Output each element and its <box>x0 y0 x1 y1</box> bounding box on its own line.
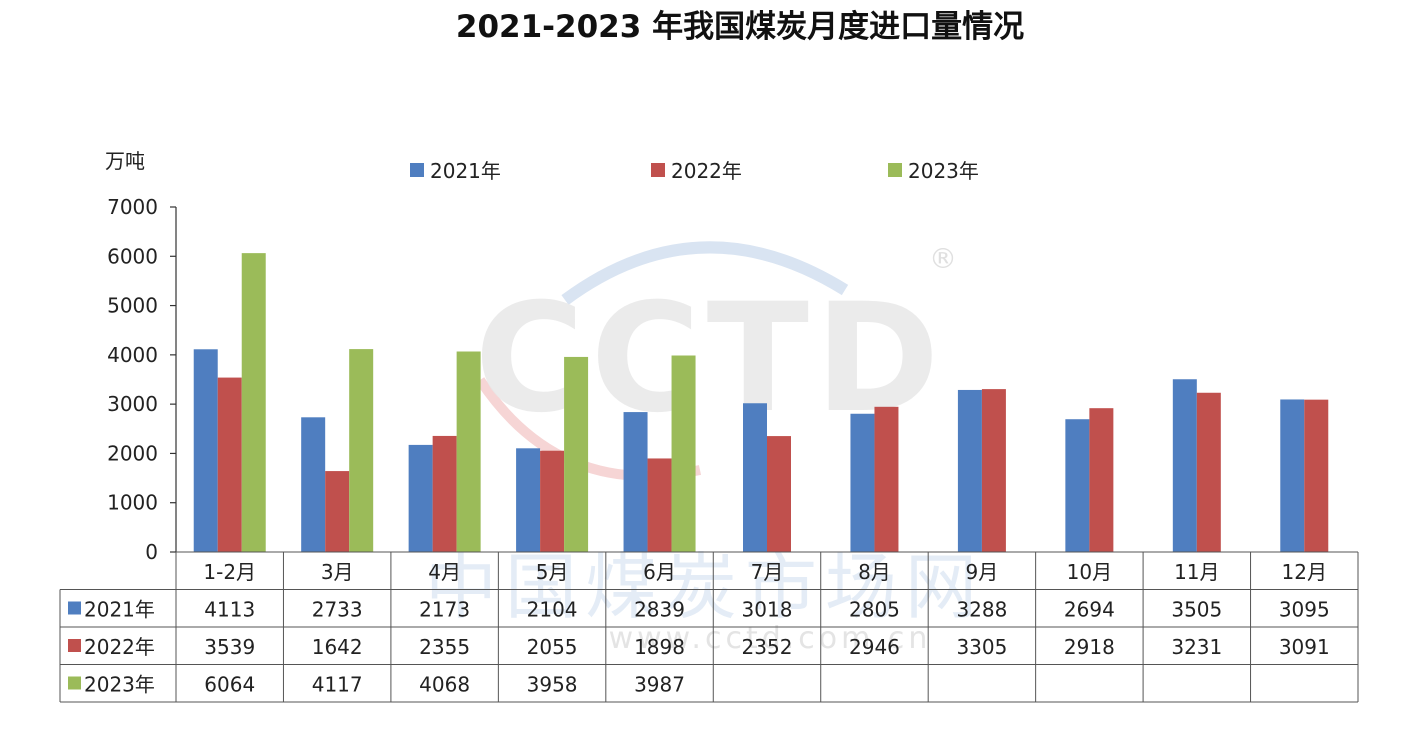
data-label: 2839 <box>634 598 685 622</box>
table-legend-key <box>68 639 81 652</box>
x-tick-label: 5月 <box>536 560 569 584</box>
data-label: 4068 <box>419 673 470 697</box>
data-label: 4113 <box>204 598 255 622</box>
chart-title: 2021-2023 年我国煤炭月度进口量情况 <box>456 9 1024 45</box>
bar-2022年-9月 <box>981 389 1006 552</box>
bar-2021年-6月 <box>623 412 648 552</box>
y-tick-label: 6000 <box>107 244 158 268</box>
bar-2021年-11月 <box>1172 379 1197 552</box>
legend-swatch-2021年 <box>410 163 424 177</box>
x-tick-label: 1-2月 <box>203 560 256 584</box>
bar-2022年-3月 <box>325 471 350 552</box>
bar-2022年-10月 <box>1089 408 1114 552</box>
data-label: 3987 <box>634 673 685 697</box>
data-label: 4117 <box>312 673 363 697</box>
bar-2021年-9月 <box>957 389 982 552</box>
bar-2022年-4月 <box>432 435 457 552</box>
y-tick-label: 3000 <box>107 392 158 416</box>
x-tick-label: 10月 <box>1067 560 1112 584</box>
data-label: 3288 <box>956 598 1007 622</box>
bar-2021年-1-2月 <box>193 349 218 552</box>
legend: 2021年 2022年 2023年 <box>410 159 979 183</box>
x-tick-label: 11月 <box>1174 560 1219 584</box>
data-label: 6064 <box>204 673 255 697</box>
bar-2021年-10月 <box>1065 419 1090 552</box>
bar-2021年-4月 <box>408 444 433 552</box>
watermark-registered-mark: ® <box>929 242 957 275</box>
x-tick-label: 6月 <box>643 560 676 584</box>
bar-2022年-12月 <box>1304 399 1329 552</box>
bar-2021年-7月 <box>743 403 767 552</box>
x-tick-label: 4月 <box>428 560 461 584</box>
data-label: 1642 <box>312 635 363 659</box>
table-series-label: 2021年 <box>84 598 155 622</box>
bar-2023年-1-2月 <box>241 253 266 553</box>
data-label: 3958 <box>527 673 578 697</box>
data-label: 2918 <box>1064 635 1115 659</box>
y-tick-label: 7000 <box>107 195 158 219</box>
legend-label: 2022年 <box>671 159 742 183</box>
bar-2023年-5月 <box>564 356 589 552</box>
data-label: 2173 <box>419 598 470 622</box>
legend-swatch-2023年 <box>888 163 902 177</box>
bar-2022年-11月 <box>1196 392 1221 552</box>
data-label: 3305 <box>956 635 1007 659</box>
bar-2022年-8月 <box>874 406 899 552</box>
watermark-cn-text: 中国煤炭市场网 <box>425 545 985 629</box>
bar-2022年-1-2月 <box>217 377 242 552</box>
y-tick-label: 1000 <box>107 491 158 515</box>
bar-2021年-12月 <box>1280 399 1305 552</box>
data-label: 3505 <box>1171 598 1222 622</box>
data-table: 1-2月 3月 4月 5月 6月 7月 8月 9月 10月 11月 12月 2021年 4113 2733… <box>59 551 1359 703</box>
x-tick-label: 9月 <box>966 560 999 584</box>
x-tick-label: 8月 <box>858 560 891 584</box>
data-label: 2805 <box>849 598 900 622</box>
data-label: 3018 <box>742 598 793 622</box>
data-label: 2352 <box>742 635 793 659</box>
table-legend-key <box>68 676 81 690</box>
bar-2023年-3月 <box>349 349 374 552</box>
bar-2023年-4月 <box>456 351 481 552</box>
data-label: 3095 <box>1279 598 1330 622</box>
data-label: 1898 <box>634 635 685 659</box>
table-legend-key <box>68 601 81 615</box>
watermark-arc <box>561 241 849 305</box>
table-series-label: 2022年 <box>84 635 155 659</box>
x-tick-label: 7月 <box>751 560 784 584</box>
y-unit-label: 万吨 <box>105 149 145 173</box>
data-label: 3091 <box>1279 635 1330 659</box>
bar-2021年-3月 <box>301 417 326 552</box>
y-tick-label: 4000 <box>107 343 158 367</box>
data-label: 3539 <box>204 635 255 659</box>
x-tick-label: 3月 <box>321 560 354 584</box>
bar-2022年-7月 <box>767 436 791 552</box>
bar-2023年-6月 <box>671 355 696 552</box>
x-tick-label: 12月 <box>1282 560 1327 584</box>
y-tick-label: 5000 <box>107 294 158 318</box>
y-tick-label: 0 <box>145 540 158 564</box>
data-label: 3231 <box>1171 635 1222 659</box>
bar-2022年-5月 <box>540 450 565 552</box>
legend-swatch-2022年 <box>651 163 665 177</box>
y-axis: 0 1000 2000 3000 4000 5000 6000 7000 <box>107 195 177 564</box>
data-label: 2055 <box>527 635 578 659</box>
bar-2021年-8月 <box>850 413 875 552</box>
data-label: 2946 <box>849 635 900 659</box>
table-series-label: 2023年 <box>84 673 155 697</box>
bar-2021年-5月 <box>516 448 541 552</box>
bars <box>193 253 1329 553</box>
data-label: 2355 <box>419 635 470 659</box>
legend-label: 2023年 <box>908 159 979 183</box>
data-label: 2733 <box>312 598 363 622</box>
bar-2022年-6月 <box>647 458 672 552</box>
y-tick-label: 2000 <box>107 441 158 465</box>
data-label: 2104 <box>527 598 578 622</box>
legend-label: 2021年 <box>430 159 501 183</box>
data-label: 2694 <box>1064 598 1115 622</box>
